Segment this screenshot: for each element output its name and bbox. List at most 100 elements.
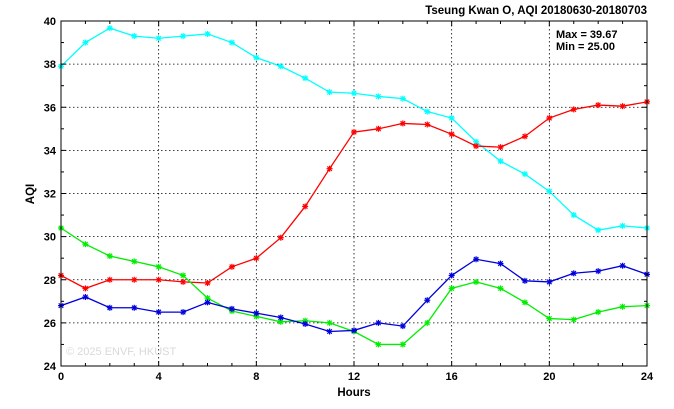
y-tick-label: 40 — [44, 16, 56, 28]
x-tick-label: 24 — [641, 371, 654, 383]
data-point — [424, 297, 431, 304]
data-point — [253, 310, 260, 317]
data-point — [399, 120, 406, 127]
data-point — [570, 212, 577, 219]
chart-title: Tseung Kwan O, AQI 20180630-20180703 — [425, 5, 647, 17]
data-point — [448, 115, 455, 122]
data-point — [106, 25, 113, 32]
data-point — [131, 33, 138, 40]
data-point — [546, 115, 553, 122]
data-point — [326, 89, 333, 96]
data-point — [351, 129, 357, 136]
data-point — [106, 253, 113, 260]
data-point — [253, 54, 260, 61]
data-point — [448, 131, 455, 138]
data-point — [253, 255, 260, 262]
data-point — [277, 234, 284, 241]
data-point — [351, 90, 357, 97]
data-point — [131, 304, 138, 311]
data-point — [180, 278, 187, 285]
y-tick-label: 30 — [44, 232, 56, 244]
data-point — [546, 315, 553, 322]
watermark: © 2025 ENVF, HKUST — [66, 346, 176, 358]
data-point — [375, 93, 382, 100]
data-point — [448, 272, 455, 279]
data-point — [131, 276, 138, 283]
data-point — [375, 125, 382, 132]
y-tick-label: 32 — [44, 189, 56, 201]
data-point — [399, 95, 406, 102]
series-layer — [58, 25, 650, 348]
data-point — [277, 63, 284, 70]
data-point — [228, 305, 235, 312]
data-point — [497, 285, 504, 292]
data-point — [521, 133, 528, 140]
data-point — [180, 272, 187, 279]
data-point — [619, 262, 626, 269]
data-point — [155, 309, 162, 316]
y-tick-label: 34 — [44, 145, 57, 157]
series-2 — [58, 98, 650, 292]
data-point — [180, 33, 187, 40]
y-tick-label: 38 — [44, 59, 56, 71]
data-point — [497, 158, 504, 165]
data-point — [473, 278, 480, 285]
data-point — [399, 341, 406, 348]
data-point — [277, 318, 284, 325]
max-annotation: Max = 39.67 — [556, 29, 617, 41]
x-tick-label: 12 — [348, 371, 360, 383]
data-point — [521, 299, 528, 306]
x-axis-label: Hours — [337, 387, 370, 399]
data-point — [595, 227, 602, 234]
data-point — [424, 121, 431, 128]
data-point — [204, 279, 211, 286]
grid-lines — [61, 21, 647, 366]
x-tick-label: 16 — [446, 371, 458, 383]
data-point — [302, 320, 309, 327]
data-point — [399, 323, 406, 330]
data-point — [180, 309, 187, 316]
data-point — [619, 222, 626, 229]
data-point — [82, 294, 89, 300]
y-tick-label: 24 — [44, 361, 57, 373]
data-point — [302, 75, 309, 82]
data-point — [521, 171, 528, 178]
data-point — [326, 319, 333, 326]
data-point — [82, 241, 89, 248]
data-point — [619, 103, 626, 110]
min-annotation: Min = 25.00 — [556, 41, 615, 53]
x-tick-label: 4 — [156, 371, 163, 383]
data-point — [204, 299, 211, 306]
data-point — [424, 319, 431, 326]
data-point — [375, 319, 382, 326]
data-point — [302, 203, 309, 210]
data-point — [570, 270, 577, 277]
data-point — [155, 35, 162, 42]
y-tick-label: 26 — [44, 318, 56, 330]
data-point — [570, 106, 577, 113]
y-axis-label: AQI — [25, 184, 37, 204]
data-point — [375, 341, 382, 348]
data-point — [619, 303, 626, 310]
data-point — [106, 276, 113, 283]
x-tick-label: 20 — [543, 371, 555, 383]
data-point — [473, 143, 480, 150]
data-point — [277, 314, 284, 321]
data-point — [204, 30, 211, 37]
data-point — [595, 309, 602, 316]
y-tick-label: 36 — [44, 102, 56, 114]
x-tick-label: 0 — [58, 371, 64, 383]
data-point — [448, 285, 455, 292]
data-point — [155, 276, 162, 283]
data-point — [497, 260, 504, 267]
data-point — [351, 327, 357, 334]
data-point — [131, 258, 138, 265]
data-point — [82, 285, 89, 292]
data-point — [228, 263, 235, 270]
data-point — [521, 277, 528, 284]
data-point — [595, 268, 602, 275]
data-point — [546, 188, 553, 195]
x-ticks: 0 4 8 12 16 20 24 — [58, 21, 654, 383]
data-point — [326, 165, 333, 172]
